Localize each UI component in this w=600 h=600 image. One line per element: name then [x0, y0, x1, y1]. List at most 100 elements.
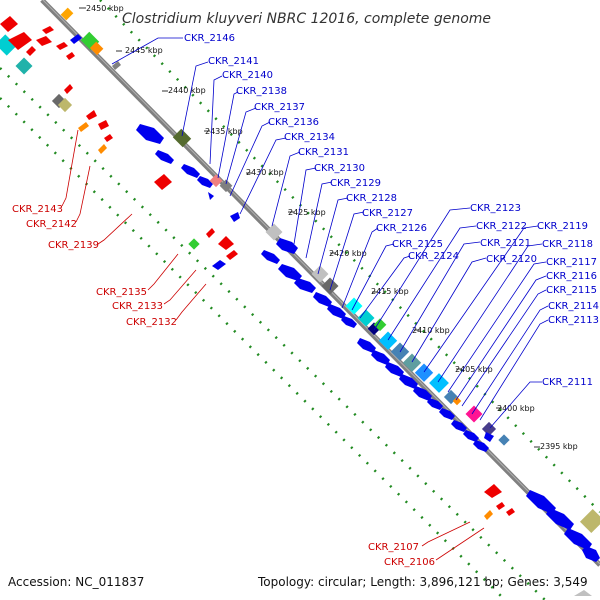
gene-feature — [212, 260, 226, 270]
leader-line — [341, 227, 379, 309]
gene-label[interactable]: CKR_2115 — [546, 285, 597, 296]
leader-line — [239, 137, 287, 215]
gene-feature — [208, 192, 214, 200]
gene-label[interactable]: CKR_2130 — [314, 163, 365, 174]
gene-label[interactable]: CKR_2129 — [330, 178, 381, 189]
gene-label[interactable]: CKR_2131 — [298, 147, 349, 158]
gene-label[interactable]: CKR_2128 — [346, 193, 397, 204]
gene-feature — [496, 502, 505, 510]
gene-label[interactable]: CKR_2134 — [284, 132, 335, 143]
gene-feature — [484, 432, 494, 442]
gene-label[interactable]: CKR_2138 — [236, 86, 287, 97]
gene-feature — [498, 434, 510, 446]
tick-label: 2425 kbp — [288, 208, 326, 217]
gene-label[interactable]: CKR_2106 — [384, 557, 435, 568]
gene-feature — [484, 510, 493, 520]
gene-label[interactable]: CKR_2120 — [486, 254, 537, 265]
gene-label[interactable]: CKR_2135 — [96, 287, 147, 298]
gene-feature — [219, 179, 233, 193]
gene-feature — [452, 396, 462, 406]
leader-line — [229, 121, 271, 197]
gene-label[interactable]: CKR_2133 — [112, 301, 163, 312]
tick-label: 2445 kbp — [125, 46, 163, 55]
gene-feature — [429, 373, 449, 393]
leader-line — [329, 211, 365, 291]
gene-feature — [473, 440, 489, 452]
gene-label[interactable]: CKR_2140 — [222, 70, 273, 81]
tick-label: 2405 kbp — [455, 365, 493, 374]
gene-feature — [0, 16, 18, 32]
gene-feature — [155, 150, 174, 164]
gene-label[interactable]: CKR_2117 — [546, 257, 597, 268]
gene-label[interactable]: CKR_2127 — [362, 208, 413, 219]
gene-label[interactable]: CKR_2136 — [268, 117, 319, 128]
gene-feature — [66, 52, 75, 60]
gene-label[interactable]: CKR_2107 — [368, 542, 419, 553]
gene-feature — [546, 508, 574, 530]
gene-feature — [98, 120, 109, 130]
gene-label[interactable]: CKR_2114 — [548, 301, 599, 312]
leader-line — [461, 289, 547, 407]
leader-line — [147, 253, 179, 291]
gene-feature — [42, 26, 54, 34]
leader-line — [163, 269, 197, 305]
gene-label[interactable]: CKR_2116 — [546, 271, 597, 282]
gene-label[interactable]: CKR_2132 — [126, 317, 177, 328]
gene-feature — [98, 144, 107, 154]
gene-feature — [484, 484, 502, 498]
gene-feature — [378, 331, 398, 350]
gene-label[interactable]: CKR_2124 — [408, 251, 459, 262]
gene-feature — [341, 316, 357, 328]
leader-line — [411, 257, 487, 363]
gene-feature — [294, 278, 316, 293]
gene-feature — [261, 250, 280, 264]
gene-label[interactable]: CKR_2121 — [480, 238, 531, 249]
leader-line — [271, 151, 301, 227]
gene-label[interactable]: CKR_2111 — [542, 377, 593, 388]
gene-feature — [86, 110, 97, 120]
gene-feature — [181, 164, 200, 178]
gene-feature — [451, 420, 467, 432]
gene-label[interactable]: CKR_2126 — [376, 223, 427, 234]
leader-line — [305, 181, 333, 259]
gene-feature — [506, 508, 515, 516]
gene-label[interactable]: CKR_2139 — [48, 240, 99, 251]
leader-line — [373, 207, 471, 331]
gene-feature — [78, 122, 89, 132]
gene-label[interactable]: CKR_2143 — [12, 204, 63, 215]
gene-feature — [357, 338, 376, 353]
genome-backbone-highlight — [42, 0, 600, 565]
tick-marks — [79, 7, 540, 448]
gene-feature — [465, 405, 483, 423]
gene-feature — [104, 134, 113, 142]
leader-line — [489, 381, 542, 429]
gene-label[interactable]: CKR_2137 — [254, 102, 305, 113]
gene-label[interactable]: CKR_2122 — [476, 221, 527, 232]
leader-line — [437, 243, 543, 383]
gene-feature — [0, 34, 17, 56]
gene-label[interactable]: CKR_2119 — [537, 221, 588, 232]
gene-label[interactable]: CKR_2146 — [184, 33, 235, 44]
gene-feature — [154, 174, 172, 190]
gene-feature — [278, 264, 302, 281]
gene-feature — [36, 36, 52, 46]
reverse-gene-labels: CKR_2143 CKR_2142 CKR_2139 CKR_2135 CKR_… — [12, 204, 435, 568]
gene-label[interactable]: CKR_2118 — [542, 239, 593, 250]
gene-feature — [206, 228, 215, 238]
gene-feature — [172, 128, 192, 148]
gene-feature — [8, 32, 32, 50]
gene-feature — [64, 84, 73, 94]
gene-label[interactable]: CKR_2123 — [470, 203, 521, 214]
leader-line — [225, 107, 257, 185]
tick-label: 2430 kbp — [246, 168, 284, 177]
gene-label[interactable]: CKR_2125 — [392, 239, 443, 250]
gene-feature — [26, 46, 36, 56]
leader-line — [293, 167, 317, 245]
gene-feature — [357, 309, 375, 327]
forward-gene-labels: CKR_2146 CKR_2141 CKR_2140 CKR_2138 CKR_… — [184, 33, 599, 388]
gene-label[interactable]: CKR_2113 — [548, 315, 599, 326]
gene-feature — [582, 546, 600, 562]
gene-label[interactable]: CKR_2142 — [26, 219, 77, 230]
tick-label: 2400 kbp — [497, 404, 535, 413]
gene-label[interactable]: CKR_2141 — [208, 56, 259, 67]
